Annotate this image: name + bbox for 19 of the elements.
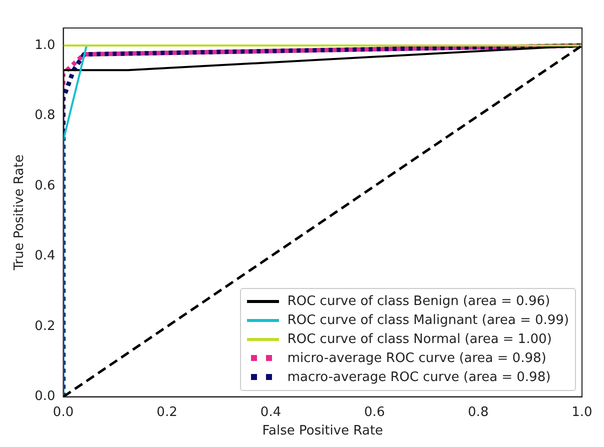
x-tick-label: 0.4 bbox=[260, 404, 282, 420]
x-tick-label: 0.8 bbox=[468, 404, 489, 420]
x-tick-label: 1.0 bbox=[572, 404, 592, 420]
y-tick-label: 1.0 bbox=[34, 38, 56, 53]
x-tick-label: 0.2 bbox=[156, 404, 178, 420]
x-axis-title: False Positive Rate bbox=[262, 424, 384, 439]
y-tick-label: 0.8 bbox=[34, 108, 56, 124]
legend-label: ROC curve of class Benign (area = 0.96) bbox=[287, 294, 550, 309]
y-tick-label: 0.0 bbox=[34, 389, 56, 404]
x-tick-label: 0.0 bbox=[52, 404, 74, 420]
y-axis-title: True Positive Rate bbox=[12, 154, 28, 272]
y-tick-label: 0.6 bbox=[34, 178, 56, 194]
y-tick-label: 0.2 bbox=[34, 318, 56, 334]
legend-label: ROC curve of class Normal (area = 1.00) bbox=[287, 332, 552, 347]
legend-label: ROC curve of class Malignant (area = 0.99) bbox=[287, 312, 569, 328]
y-tick-label: 0.4 bbox=[34, 248, 56, 264]
legend-label: macro-average ROC curve (area = 0.98) bbox=[287, 370, 551, 385]
legend-label: micro-average ROC curve (area = 0.98) bbox=[287, 350, 546, 366]
x-tick-label: 0.6 bbox=[364, 404, 385, 420]
